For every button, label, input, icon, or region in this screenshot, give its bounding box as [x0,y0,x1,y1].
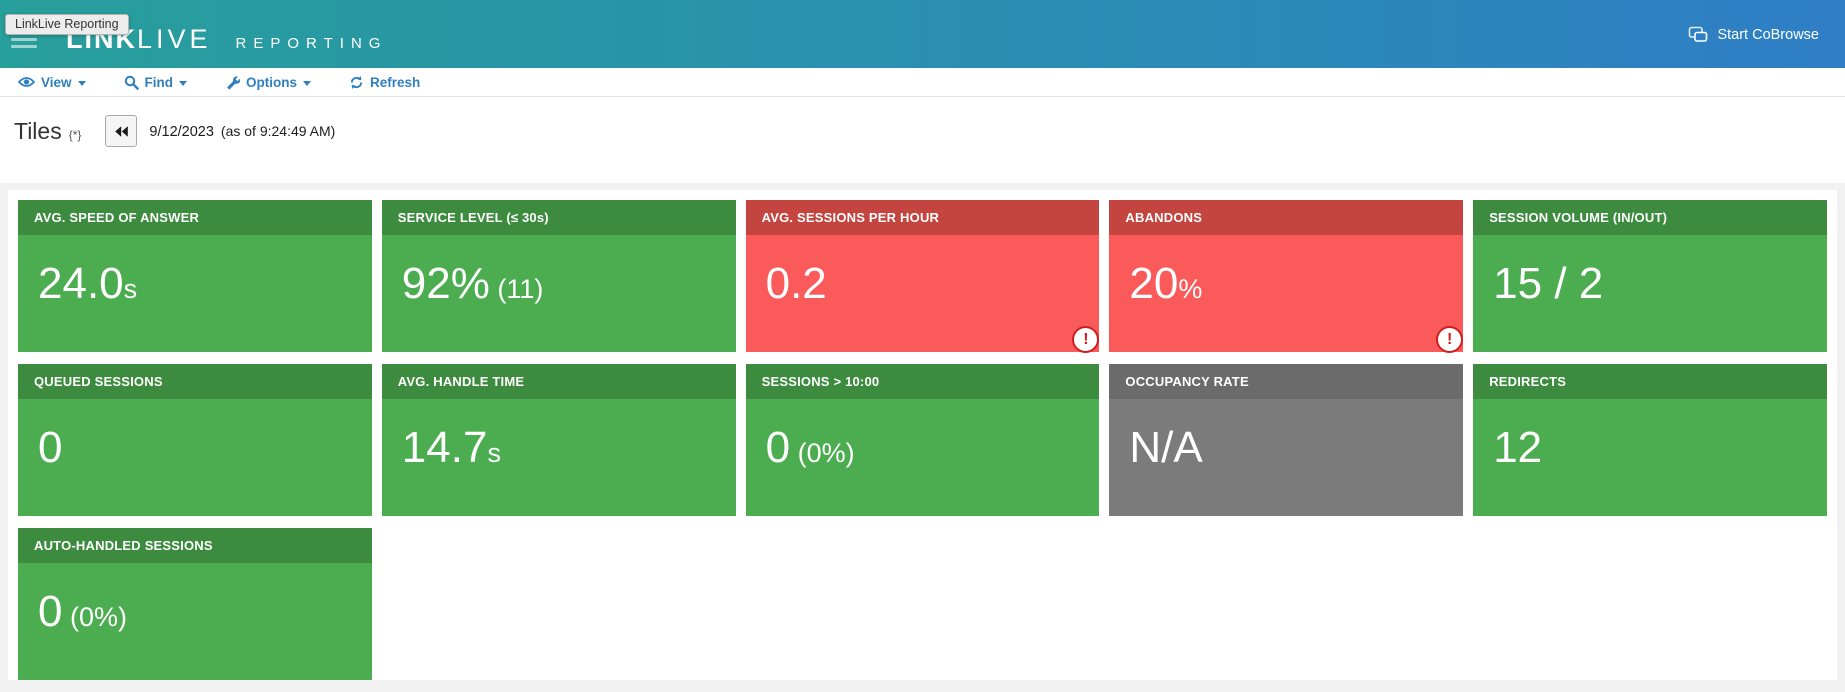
tile-value: 15 / 2 [1493,259,1604,308]
tile-avg-sessions-per-hour: AVG. SESSIONS PER HOUR 0.2 ! [745,200,1100,353]
report-date: 9/12/2023 [149,123,214,140]
rewind-icon [114,125,129,138]
tile-value: 24.0 [38,259,124,308]
tile-occupancy-rate: OCCUPANCY RATE N/A [1109,364,1464,516]
refresh-button[interactable]: Refresh [349,75,420,90]
report-date-group: 9/12/2023 (as of 9:24:49 AM) [149,123,335,140]
caret-down-icon [77,80,86,86]
tile-secondary-value: s [123,274,138,304]
options-label: Options [246,74,298,90]
start-cobrowse-button[interactable]: Start CoBrowse [1688,26,1819,43]
tiles-grid: AVG. SPEED OF ANSWER 24.0 s SERVICE LEVEL… [18,200,1827,680]
tiles-panel: AVG. SPEED OF ANSWER 24.0 s SERVICE LEVEL… [8,190,1837,680]
tile-value: 0 [765,423,791,472]
tile-value: 12 [1493,423,1543,472]
tile-value: 0.2 [765,259,827,308]
tile-value: 14.7 [401,423,488,472]
tile-avg-speed-of-answer: AVG. SPEED OF ANSWER 24.0 s [18,200,372,352]
tile-title: SESSIONS > 10:00 [745,364,1100,399]
tile-title: REDIRECTS [1473,364,1827,399]
caret-down-icon [179,80,188,86]
logo-reporting: REPORTING [235,35,388,52]
warning-icon[interactable]: ! [1072,326,1100,353]
warning-icon[interactable]: ! [1436,326,1464,353]
tile-title: AVG. HANDLE TIME [381,364,736,399]
tile-value: 0 [38,423,63,472]
caret-down-icon [303,80,312,86]
find-label: Find [144,74,174,90]
logo-live: LIVE [137,24,212,54]
tile-queued-sessions: QUEUED SESSIONS 0 [18,364,372,516]
tile-auto-handled-sessions: AUTO-HANDLED SESSIONS 0 (0%) [18,528,372,680]
tile-title: ABANDONS [1109,200,1464,235]
toolbar: View Find Options Re [0,68,1845,97]
rewind-date-button[interactable] [105,115,138,147]
cobrowse-label: Start CoBrowse [1717,26,1819,43]
tile-title: AUTO-HANDLED SESSIONS [18,528,372,563]
cobrowse-screens-icon [1688,26,1708,43]
tile-title: QUEUED SESSIONS [18,364,372,399]
tile-value: N/A [1129,423,1203,472]
tile-secondary-value: (11) [489,274,544,304]
wrench-icon [225,75,241,90]
search-icon [124,75,139,90]
linklive-tooltip: LinkLive Reporting [5,14,129,35]
tile-value: 92% [401,259,490,308]
tile-value: 0 [38,587,63,636]
tiles-background: AVG. SPEED OF ANSWER 24.0 s SERVICE LEVEL… [0,183,1845,692]
eye-icon [18,76,35,88]
tile-redirects: REDIRECTS 12 [1473,364,1827,516]
view-label: View [41,74,72,90]
tile-value: 20 [1129,259,1179,308]
view-menu-button[interactable]: View [18,75,86,90]
tile-session-volume-in-out: SESSION VOLUME (IN/OUT) 15 / 2 [1473,200,1827,352]
tile-title: OCCUPANCY RATE [1109,364,1464,399]
refresh-label: Refresh [370,74,421,90]
tile-secondary-value: (0%) [790,438,855,468]
tile-title: SESSION VOLUME (IN/OUT) [1473,200,1827,235]
tile-secondary-value: (0%) [62,602,128,632]
tile-title: AVG. SPEED OF ANSWER [18,200,372,235]
title-badge: {*} [68,128,82,142]
title-row: Tiles {*} 9/12/2023 (as of 9:24:49 AM) [0,97,1845,183]
tile-abandons: ABANDONS 20% ! [1109,200,1464,353]
tile-title: AVG. SESSIONS PER HOUR [745,200,1100,235]
tile-title: SERVICE LEVEL (≤ 30s) [381,200,736,235]
refresh-icon [349,75,364,90]
tile-secondary-value: % [1178,274,1203,304]
as-of-time: (as of 9:24:49 AM) [220,122,336,139]
tile-service-level-30s: SERVICE LEVEL (≤ 30s) 92% (11) [381,200,736,352]
options-menu-button[interactable]: Options [225,74,312,90]
page-title: Tiles [14,117,62,144]
tile-sessions-10-00: SESSIONS > 10:00 0 (0%) [745,364,1100,516]
tile-avg-handle-time: AVG. HANDLE TIME 14.7 s [381,364,736,516]
tile-secondary-value: s [487,438,501,468]
find-menu-button[interactable]: Find [124,75,188,90]
app-header: LINK LIVE REPORTING Start CoBrowse LinkL… [0,0,1845,68]
